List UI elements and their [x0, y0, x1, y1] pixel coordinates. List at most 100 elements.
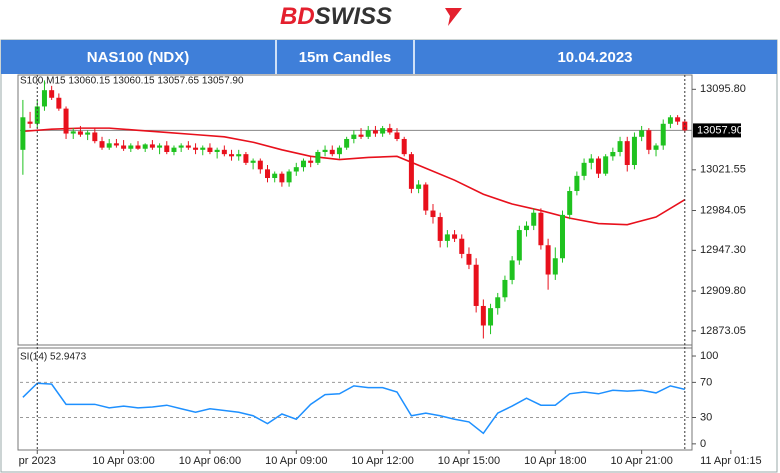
y-tick-label: 12909.80: [700, 285, 746, 297]
candle-body: [509, 260, 515, 280]
candle-body: [430, 210, 436, 218]
y-tick-label: 13021.55: [700, 164, 746, 176]
x-tick-label: 10 Apr 09:00: [265, 455, 327, 467]
candle-body: [423, 184, 429, 211]
candle-body: [171, 147, 177, 152]
x-tick-label: 10 Apr 03:00: [92, 455, 154, 467]
candle-body: [185, 145, 191, 148]
candle-body: [315, 151, 321, 163]
candle-body: [588, 158, 594, 163]
candle-body: [49, 90, 55, 98]
candle-body: [229, 154, 235, 157]
candle-body: [380, 128, 386, 134]
candle-body: [416, 184, 422, 189]
candle-body: [581, 162, 587, 176]
y-tick-label: 13095.80: [700, 83, 746, 95]
x-tick-label: pr 2023: [19, 455, 56, 467]
header-cell: 15m Candles: [299, 49, 392, 66]
candle-body: [444, 234, 450, 241]
candle-body: [99, 141, 105, 148]
candle-body: [164, 145, 170, 152]
x-tick-label: 11 Apr 01:15: [700, 455, 762, 467]
x-tick-label: 10 Apr 15:00: [438, 455, 500, 467]
candle-body: [452, 234, 458, 239]
candle-body: [214, 149, 220, 152]
candle-body: [466, 253, 472, 265]
candle-body: [559, 214, 565, 259]
candle-body: [322, 149, 328, 152]
candle-body: [63, 108, 69, 134]
x-tick-label: 10 Apr 12:00: [351, 455, 413, 467]
candle-body: [401, 138, 407, 155]
candle-body: [113, 143, 119, 146]
candle-body: [221, 149, 227, 155]
candle-body: [473, 264, 479, 306]
candle-body: [538, 212, 544, 246]
candle-body: [178, 145, 184, 148]
y-tick-label: 12947.30: [700, 244, 746, 256]
y-tick-label: 12873.05: [700, 325, 746, 337]
candle-body: [617, 141, 623, 152]
x-tick-label: 10 Apr 06:00: [179, 455, 241, 467]
candle-body: [682, 121, 688, 131]
candle-body: [293, 167, 299, 172]
candle-body: [56, 97, 62, 109]
y-tick-label: 0: [700, 438, 706, 450]
candle-body: [552, 258, 558, 275]
candle-body: [646, 130, 652, 150]
candle-body: [344, 138, 350, 148]
candle-body: [631, 136, 637, 165]
brand-arrow: [445, 8, 462, 26]
candle-body: [394, 132, 400, 139]
price-info: S100,M15 13060.15 13060.15 13057.65 1305…: [20, 76, 244, 87]
candle-body: [279, 173, 285, 183]
header-cell: NAS100 (NDX): [87, 49, 190, 66]
candle-body: [545, 245, 551, 275]
frame: [0, 39, 778, 473]
candle-body: [358, 134, 364, 137]
candle-body: [408, 154, 414, 189]
candle-body: [524, 225, 530, 231]
candle-body: [41, 90, 47, 107]
candle-body: [200, 147, 206, 150]
x-tick-label: 10 Apr 18:00: [524, 455, 586, 467]
rsi-info: SI(14) 52.9473: [20, 352, 87, 363]
candle-body: [207, 147, 213, 152]
candle-body: [372, 130, 378, 134]
candle-body: [574, 175, 580, 192]
candle-body: [77, 131, 83, 135]
candle-body: [488, 308, 494, 326]
candle-body: [480, 305, 486, 326]
candle-body: [387, 128, 393, 133]
candle-body: [149, 144, 155, 148]
candle-body: [567, 191, 573, 215]
candle-body: [308, 160, 314, 163]
candle-body: [437, 217, 443, 241]
candle-body: [675, 117, 681, 122]
candle-body: [667, 117, 673, 124]
candle-body: [27, 121, 33, 124]
candle-body: [142, 144, 148, 149]
candle-body: [157, 145, 163, 148]
candle-body: [459, 238, 465, 254]
candle-body: [336, 147, 342, 155]
candle-body: [351, 134, 357, 139]
candle-body: [300, 160, 306, 168]
y-tick-label: 70: [700, 376, 712, 388]
candle-body: [531, 212, 537, 226]
rsi-line: [22, 382, 685, 435]
last-price-label: 13057.90: [697, 124, 743, 136]
candle-body: [365, 130, 371, 137]
candle-body: [329, 149, 335, 155]
candle-body: [128, 145, 134, 149]
candle-body: [193, 147, 199, 150]
candle-body: [250, 160, 256, 163]
last-price-box: [693, 123, 741, 138]
y-tick-label: 100: [700, 350, 718, 362]
candle-body: [502, 279, 508, 298]
y-tick-label: 12984.05: [700, 204, 746, 216]
candle-body: [495, 297, 501, 309]
y-tick-label: 30: [700, 411, 712, 423]
